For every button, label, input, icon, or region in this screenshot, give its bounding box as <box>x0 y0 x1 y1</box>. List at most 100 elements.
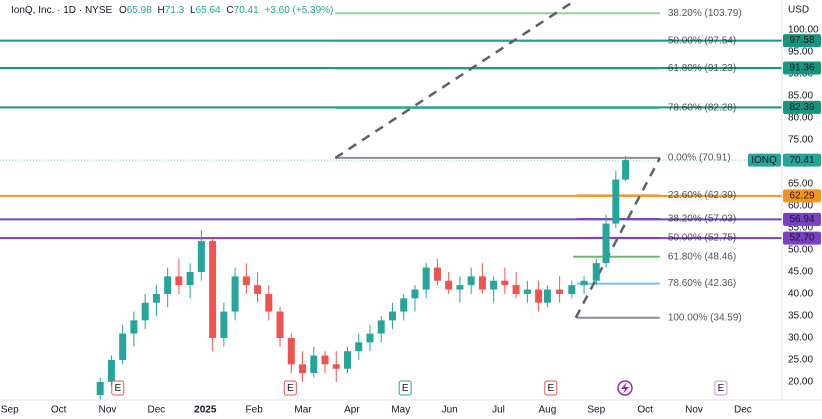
fib-label: 23.60% (62.39) <box>668 190 736 201</box>
x-tick-label: Feb <box>246 405 264 416</box>
event-marker <box>283 380 297 396</box>
price-label-box <box>783 100 821 114</box>
candle-body <box>130 320 138 334</box>
candle-body <box>254 285 262 294</box>
low: 65.64 <box>196 5 221 16</box>
open: 65.98 <box>127 5 152 16</box>
event-label: E <box>547 383 554 394</box>
x-tick-label: Sep <box>587 405 605 416</box>
y-tick-label: 30.00 <box>788 333 813 344</box>
fib-label: 78.60% (42.36) <box>668 278 736 289</box>
high: 71.3 <box>165 5 185 16</box>
price-label-box <box>783 61 821 75</box>
candle-body <box>490 280 498 290</box>
event-label: E <box>718 383 725 394</box>
candle-body <box>501 280 509 286</box>
y-tick-label: 65.00 <box>788 179 813 190</box>
candle-body <box>543 289 551 303</box>
candle-body <box>332 364 340 369</box>
y-tick-label: 35.00 <box>788 311 813 322</box>
candle-body <box>197 241 205 272</box>
change: +3.60 (+5.39%) <box>264 5 333 16</box>
candle-body <box>592 263 600 281</box>
price-label-box <box>783 189 821 203</box>
candle-body <box>355 342 363 352</box>
candle-body <box>242 276 250 286</box>
candle-body <box>580 280 588 286</box>
price-label: 70.41 <box>789 155 814 166</box>
candle-body <box>96 381 104 396</box>
candle-body <box>321 355 329 365</box>
ticker-box <box>748 153 781 167</box>
candle-body <box>141 302 149 321</box>
y-tick-label: 40.00 <box>788 289 813 300</box>
candle-body <box>467 276 475 286</box>
ticker: IONQ <box>751 155 777 166</box>
candle-body <box>152 293 160 303</box>
price-label: 97.58 <box>789 35 814 46</box>
close: 70.41 <box>234 5 259 16</box>
currency: USD <box>788 5 809 16</box>
trend-line <box>574 157 661 319</box>
price-label-box <box>783 231 821 245</box>
plot: 38.20% (103.79) 50.00% (97.54) 61.80% (91.… <box>0 0 782 400</box>
y-tick-label: 95.00 <box>788 47 813 58</box>
candle-body <box>265 293 273 312</box>
price-label: 56.94 <box>789 214 814 225</box>
price-label: 91.36 <box>789 63 814 74</box>
y-tick-label: 60.00 <box>788 201 813 212</box>
price-label: 82.39 <box>789 102 814 113</box>
y-tick-label: 80.00 <box>788 113 813 124</box>
event-label: E <box>287 383 294 394</box>
event-marker <box>714 380 728 396</box>
y-tick-label: 20.00 <box>788 377 813 388</box>
x-tick-label: Nov <box>685 405 703 416</box>
x-tick-label: Jul <box>492 405 505 416</box>
x-tick-label: Apr <box>344 405 360 416</box>
x-tick-label: Sep <box>1 405 19 416</box>
candle-body <box>299 364 307 374</box>
x-tick-label: Jun <box>442 405 458 416</box>
x-tick-label: May <box>391 405 410 416</box>
x-tick-label: Nov <box>99 405 117 416</box>
fib-label: 100.00% (34.59) <box>668 312 742 323</box>
candle-body <box>556 289 564 294</box>
candle-body <box>456 285 464 290</box>
candle-body <box>535 289 543 303</box>
y-tick-label: 45.00 <box>788 267 813 278</box>
interval: 1D <box>63 5 76 16</box>
x-tick-label: Oct <box>637 405 653 416</box>
candle-body <box>310 355 318 374</box>
candle-body <box>287 337 295 365</box>
candle-body <box>344 351 352 369</box>
candle-body <box>209 241 217 338</box>
event-label: E <box>114 383 121 394</box>
y-tick-label: 100.00 <box>788 25 819 36</box>
header: IonQ, Inc. · 1D · NYSE O65.98 H71.3 L65.… <box>11 5 333 16</box>
candle-body <box>433 267 441 281</box>
candle-body <box>164 276 172 294</box>
candle-body <box>612 179 620 224</box>
candle-body <box>388 311 396 321</box>
candle-body <box>400 298 408 312</box>
event-marker <box>544 380 558 396</box>
fib-label: 50.00% (97.54) <box>668 35 736 46</box>
candle-body <box>175 276 183 286</box>
x-tick-label: 2025 <box>194 405 217 416</box>
candle-body <box>411 289 419 299</box>
candle-body <box>512 285 520 294</box>
fib-label: 61.80% (91.23) <box>668 63 736 74</box>
price-label-box <box>783 212 821 226</box>
x-tick-label: Dec <box>148 405 166 416</box>
x-tick-label: Oct <box>51 405 67 416</box>
candle-body <box>366 333 374 343</box>
candle-body <box>622 160 630 180</box>
fib-label: 0.00% (70.91) <box>668 153 731 164</box>
event-label: E <box>402 383 409 394</box>
event-marker <box>111 380 125 396</box>
x-tick-label: Mar <box>294 405 312 416</box>
fib-label: 78.60% (82.28) <box>668 103 736 114</box>
candle-body <box>377 320 385 334</box>
